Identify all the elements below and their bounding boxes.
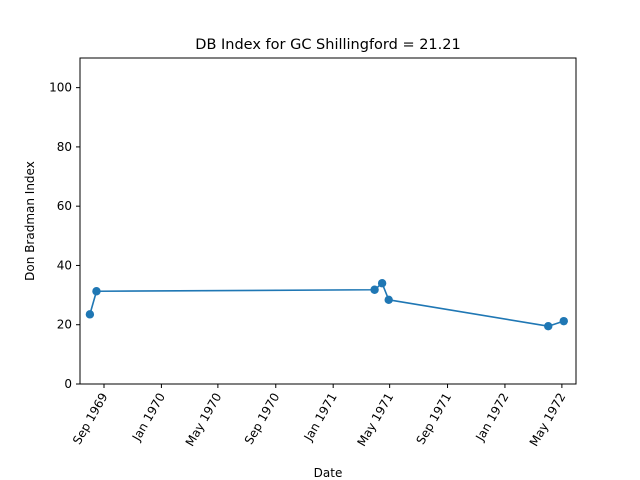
y-tick-label: 60 [57,199,72,213]
data-point [377,279,387,288]
data-point [544,322,553,331]
x-tick-label: May 1970 [183,391,225,449]
x-tick-label: Jan 1971 [301,391,340,445]
x-tick-label: May 1971 [355,391,397,449]
y-tick-label: 80 [57,140,72,154]
x-tick-label: May 1972 [527,391,569,449]
data-point [559,316,568,326]
data-point [370,285,379,294]
x-axis-label: Date [314,466,343,480]
y-tick-label: 0 [64,377,72,391]
axes-frame [79,57,577,385]
x-tick-label: Sep 1970 [242,391,283,447]
data-point [85,310,95,319]
plot-area [85,279,568,331]
data-point [384,295,393,305]
series-line [89,282,565,328]
data-point [92,287,101,296]
x-tick-label: Sep 1971 [414,391,455,447]
y-axis: 0 20 40 60 80 100 [49,81,80,391]
chart-title: DB Index for GC Shillingford = 21.21 [195,37,460,53]
x-tick-label: Jan 1970 [129,391,168,445]
y-tick-label: 100 [49,81,72,95]
x-tick-label: Sep 1969 [70,391,111,447]
y-axis-label: Don Bradman Index [23,161,37,281]
x-axis: Sep 1969 Jan 1970 May 1970 Sep 1970 Jan 1971… [70,384,568,449]
x-tick-label: Jan 1972 [472,391,511,445]
y-tick-label: 20 [57,318,72,332]
y-tick-label: 40 [57,258,72,272]
